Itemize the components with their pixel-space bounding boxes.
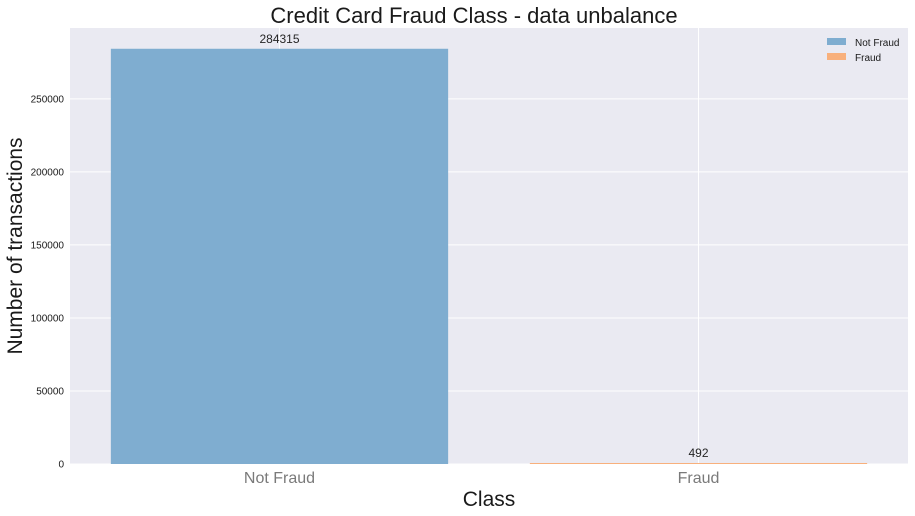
x-axis-label: Class <box>463 488 516 511</box>
data-labels: 284315 492 <box>259 32 708 460</box>
bar-fraud <box>529 463 868 464</box>
y-tick-label: 200000 <box>31 167 65 178</box>
legend-swatch-fraud <box>827 53 846 60</box>
y-axis-label: Number of transactions <box>4 137 27 354</box>
bar-not-fraud <box>110 48 449 464</box>
chart-title: Credit Card Fraud Class - data unbalance <box>270 3 677 28</box>
x-tick-label: Not Fraud <box>244 470 315 487</box>
x-tick-label: Fraud <box>678 470 720 487</box>
data-label: 284315 <box>259 32 299 46</box>
y-axis-ticks: 0 50000 100000 150000 200000 250000 <box>31 94 65 470</box>
bars <box>110 48 868 464</box>
y-tick-label: 50000 <box>36 386 64 397</box>
y-tick-label: 0 <box>58 460 64 471</box>
y-tick-label: 250000 <box>31 94 65 105</box>
legend-swatch-not-fraud <box>827 38 846 45</box>
legend-label-not-fraud: Not Fraud <box>855 38 899 49</box>
y-tick-label: 100000 <box>31 313 65 324</box>
data-label: 492 <box>688 446 708 460</box>
legend-label-fraud: Fraud <box>855 53 881 64</box>
y-tick-label: 150000 <box>31 240 65 251</box>
x-axis-ticks: Not Fraud Fraud <box>244 470 719 487</box>
legend: Not Fraud Fraud <box>827 38 899 64</box>
